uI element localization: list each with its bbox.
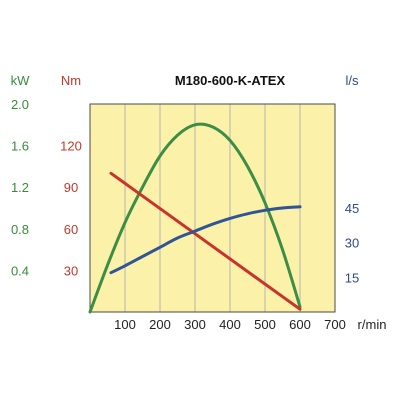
tick-label-nm: 120: [60, 139, 82, 154]
chart-title: M180-600-K-ATEX: [175, 73, 286, 88]
x-tick-label: 100: [114, 317, 136, 332]
tick-label-ls: 30: [345, 236, 359, 251]
tick-label-kw: 0.4: [11, 263, 29, 278]
axis-unit-ls: l/s: [346, 73, 360, 88]
tick-label-kw: 1.6: [11, 139, 29, 154]
tick-label-ls: 45: [345, 201, 359, 216]
series-layer: [88, 122, 302, 314]
tick-label-ls: 15: [345, 270, 359, 285]
x-tick-label: 300: [184, 317, 206, 332]
axis-unit-nm: Nm: [61, 73, 81, 88]
tick-label-nm: 30: [64, 263, 78, 278]
tick-label-kw: 1.2: [11, 180, 29, 195]
tick-label-kw: 0.8: [11, 222, 29, 237]
x-tick-label: 600: [289, 317, 311, 332]
axis-unit-kw: kW: [11, 73, 31, 88]
tick-label-nm: 90: [64, 180, 78, 195]
series-line-ls: [109, 205, 302, 275]
series-line-nm: [109, 171, 302, 311]
x-tick-label: 400: [219, 317, 241, 332]
x-axis-label: r/min: [358, 317, 387, 332]
x-tick-label: 500: [254, 317, 276, 332]
labels-layer: 100 200 300 400 500 600 700 r/min kW 0.4 0.8 1.2 1.6…: [11, 73, 387, 332]
x-tick-label: 700: [324, 317, 346, 332]
x-tick-label: 200: [149, 317, 171, 332]
plot-border: [89, 103, 336, 313]
tick-label-kw: 2.0: [11, 97, 29, 112]
tick-label-nm: 60: [64, 222, 78, 237]
series-line-kw: [88, 122, 302, 314]
